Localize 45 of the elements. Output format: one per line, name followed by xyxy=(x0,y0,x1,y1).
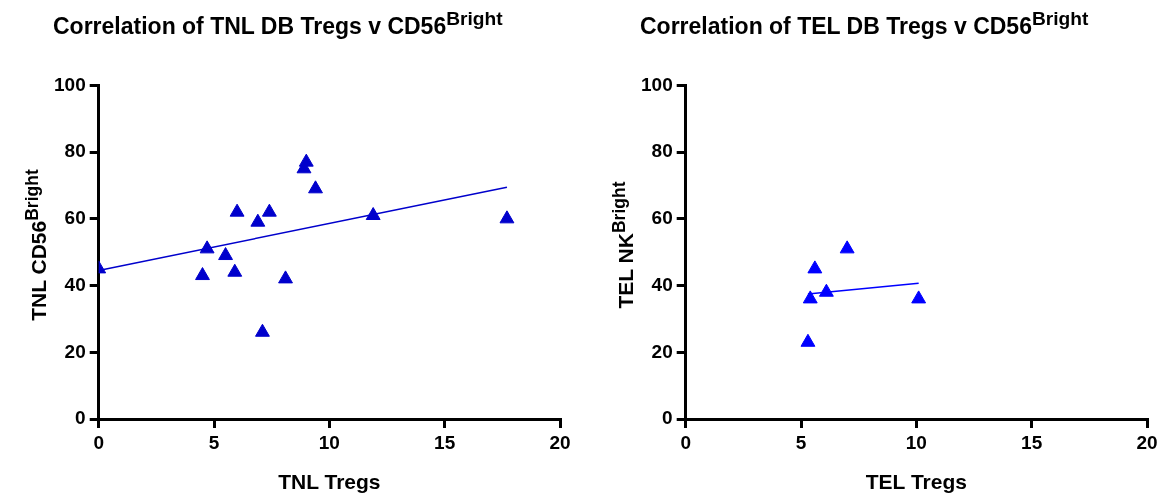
y-tick-label: 0 xyxy=(75,407,86,429)
y-tick-label: 80 xyxy=(64,140,86,162)
x-tick-label: 10 xyxy=(318,431,340,453)
point xyxy=(365,207,381,220)
point xyxy=(298,153,314,167)
x-tick-label: 0 xyxy=(93,431,104,453)
point xyxy=(807,260,823,274)
point xyxy=(218,247,233,261)
y-tick-label: 0 xyxy=(662,407,673,429)
point xyxy=(227,263,243,277)
x-tick-label: 15 xyxy=(1021,431,1043,453)
x-tick-label: 20 xyxy=(549,431,571,453)
y-tick-label: 100 xyxy=(641,73,673,95)
y-tick-label: 20 xyxy=(64,340,86,362)
point xyxy=(195,267,210,281)
y-tick-label: 100 xyxy=(54,73,86,95)
y-tick-label: 20 xyxy=(651,340,673,362)
point xyxy=(250,213,266,227)
point xyxy=(308,180,323,194)
x-tick-label: 10 xyxy=(905,431,927,453)
chart-title: Correlation of TNL DB Tregs v CD56$^{Bright}$ xyxy=(53,8,503,40)
y-tick-label: 60 xyxy=(64,207,86,229)
point xyxy=(839,240,855,254)
point xyxy=(199,240,215,254)
point xyxy=(802,290,818,304)
x-tick-label: 15 xyxy=(434,431,456,453)
point xyxy=(278,270,293,284)
y-tick-label: 40 xyxy=(64,273,86,295)
chart-title: Correlation of TEL DB Tregs v CD56$^{Bright}$ xyxy=(640,8,1089,40)
point xyxy=(499,210,515,224)
x-tick-label: 5 xyxy=(795,431,807,453)
point xyxy=(255,323,270,337)
x-axis-title: TEL Tregs xyxy=(865,470,967,494)
y-tick-label: 80 xyxy=(651,140,673,162)
point xyxy=(229,203,245,217)
point xyxy=(911,290,927,304)
x-axis-title: TNL Tregs xyxy=(278,470,381,494)
x-tick-label: 5 xyxy=(208,431,220,453)
point xyxy=(261,203,277,217)
x-tick-label: 20 xyxy=(1136,431,1158,453)
point xyxy=(818,283,834,297)
point xyxy=(800,333,816,347)
y-tick-label: 60 xyxy=(651,207,673,229)
x-tick-label: 0 xyxy=(680,431,691,453)
y-tick-label: 40 xyxy=(651,273,673,295)
